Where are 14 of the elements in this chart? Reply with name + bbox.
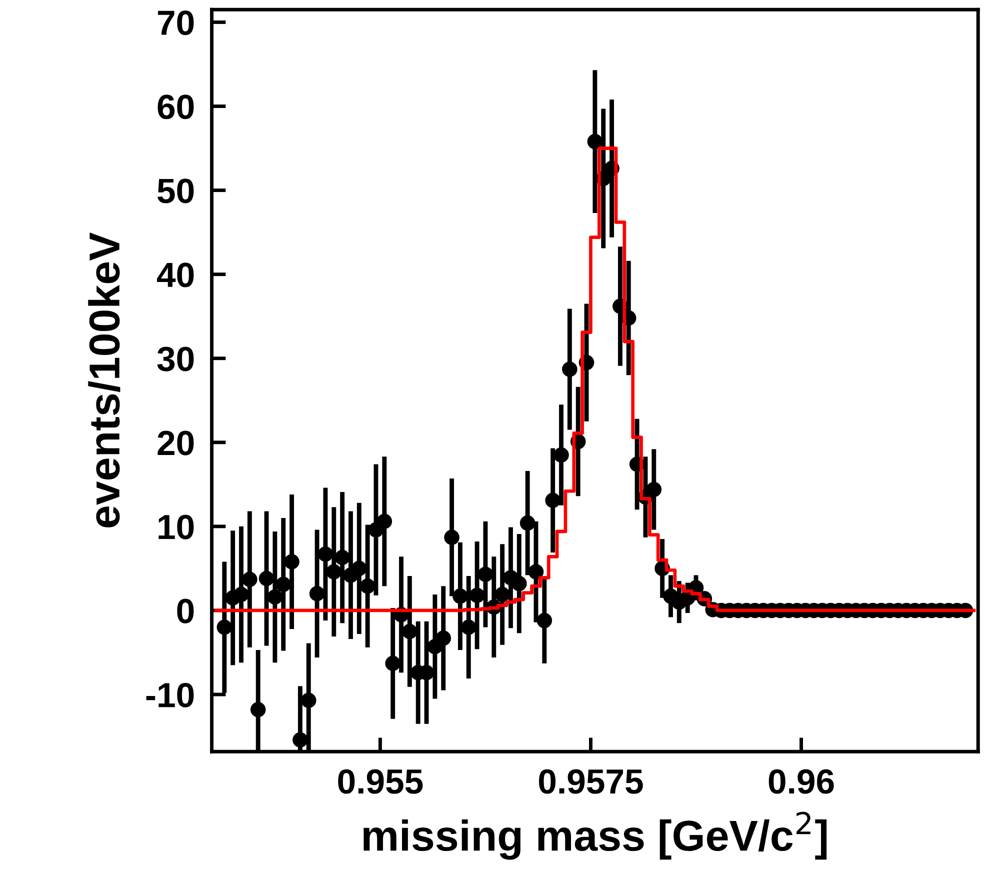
y-tick-label: 30 bbox=[157, 346, 194, 372]
y-tick-label: 20 bbox=[158, 430, 194, 456]
y-tick-label: 70 bbox=[158, 10, 194, 36]
y-tick-label: 40 bbox=[157, 262, 194, 288]
y-axis-title: events/100keV bbox=[88, 232, 120, 528]
y-tick-label: 60 bbox=[158, 94, 194, 120]
x-tick-label: 0.955 bbox=[338, 769, 423, 794]
y-tick-label: 10 bbox=[158, 514, 194, 540]
x-tick-label: 0.96 bbox=[768, 769, 834, 794]
x-tick-label: 0.9575 bbox=[539, 769, 643, 794]
y-tick-label: -10 bbox=[146, 682, 194, 708]
x-axis-title: missing mass [GeV/c$^{2}$] bbox=[364, 812, 827, 860]
y-tick-label: 50 bbox=[158, 178, 194, 204]
y-tick-label: 0 bbox=[177, 598, 194, 624]
